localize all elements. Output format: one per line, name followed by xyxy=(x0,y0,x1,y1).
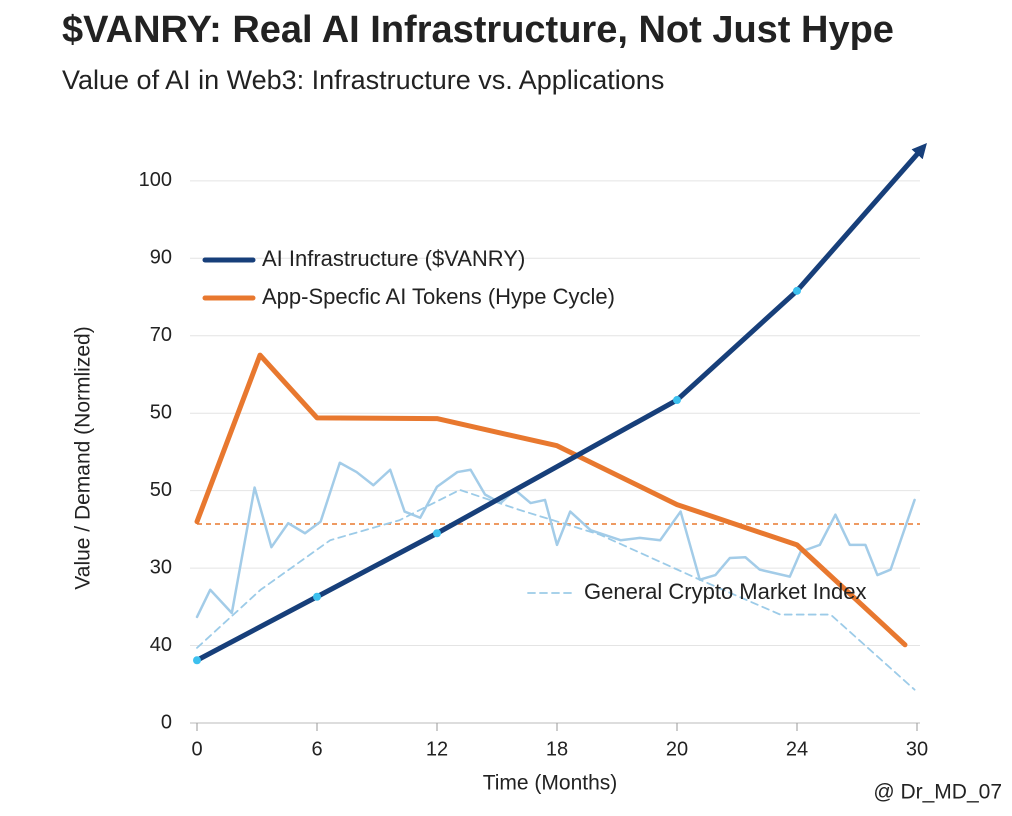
legend-label: App-Specfic AI Tokens (Hype Cycle) xyxy=(262,284,615,309)
x-tick-label: 20 xyxy=(666,738,688,760)
series-line xyxy=(196,488,916,691)
x-tick-label: 24 xyxy=(786,738,808,760)
series-line xyxy=(195,461,916,619)
x-tick-label: 6 xyxy=(311,738,322,760)
x-tick-label: 18 xyxy=(546,738,568,760)
y-tick-label: 90 xyxy=(150,247,172,269)
chart-title: $VANRY: Real AI Infrastructure, Not Just… xyxy=(62,9,894,51)
legend-label: AI Infrastructure ($VANRY) xyxy=(262,246,525,271)
x-tick-label: 12 xyxy=(426,738,448,760)
y-axis-label: Value / Demand (Normlized) xyxy=(72,326,95,589)
y-tick-label: 40 xyxy=(150,634,172,656)
series-line xyxy=(194,143,927,663)
y-tick-label: 70 xyxy=(150,324,172,346)
chart-subtitle: Value of AI in Web3: Infrastructure vs. … xyxy=(62,65,664,95)
x-tick-label: 0 xyxy=(191,738,202,760)
y-tick-label: 30 xyxy=(150,556,172,578)
point-marker xyxy=(793,286,801,295)
y-tick-label: 0 xyxy=(161,711,172,733)
y-tick-label: 100 xyxy=(139,169,172,191)
point-marker xyxy=(193,656,201,665)
legend-label: General Crypto Market Index xyxy=(584,579,866,604)
y-tick-label: 50 xyxy=(150,479,172,501)
point-marker xyxy=(313,592,321,601)
y-tick-label: 50 xyxy=(150,401,172,423)
watermark: @ Dr_MD_07 xyxy=(873,781,1002,804)
x-axis-label: Time (Months) xyxy=(483,772,618,795)
point-marker xyxy=(433,529,441,538)
series-line xyxy=(194,352,908,648)
x-tick-label: 30 xyxy=(906,738,928,760)
point-marker xyxy=(673,396,681,405)
